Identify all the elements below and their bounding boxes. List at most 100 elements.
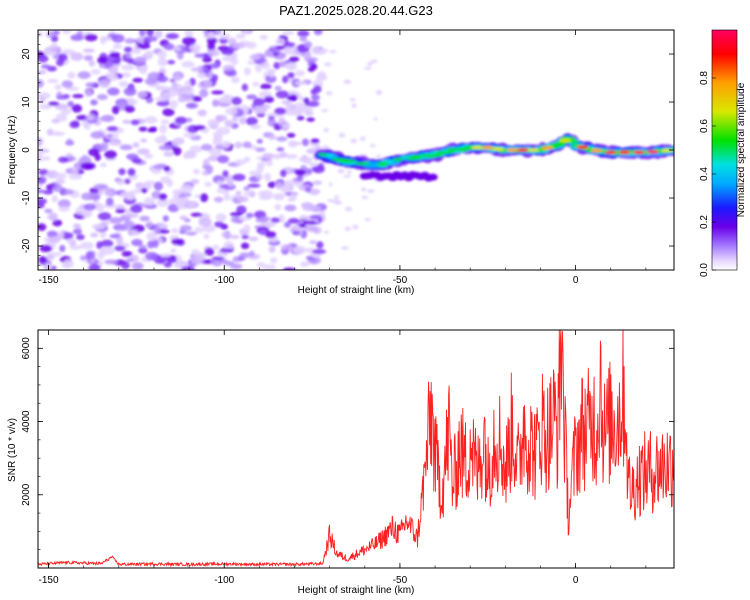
heatmap-cell: [231, 76, 240, 84]
heatmap-cell: [305, 224, 316, 233]
heatmap-cell: [140, 188, 148, 194]
heatmap-cell: [223, 241, 234, 250]
heatmap-cell: [341, 246, 350, 250]
heatmap-cell: [247, 183, 261, 188]
heatmap-cell: [204, 181, 212, 187]
heatmap-cell: [316, 241, 324, 249]
heatmap-cell: [86, 114, 96, 121]
heatmap-cell: [51, 131, 65, 137]
heatmap-cell: [274, 203, 282, 211]
heatmap-cell: [116, 178, 125, 186]
heatmap-cell: [118, 80, 129, 88]
heatmap-cell: [243, 30, 251, 34]
heatmap-noise-region: [38, 30, 383, 270]
heatmap-cell: [367, 61, 373, 67]
heatmap-cell: [139, 30, 146, 37]
heatmap-cell: [527, 148, 540, 152]
heatmap-cell: [289, 141, 303, 146]
heatmap-cell: [232, 173, 246, 182]
heatmap-cell: [75, 207, 83, 215]
heatmap-cell: [185, 231, 197, 236]
heatmap-cell: [283, 46, 291, 55]
heatmap-cell: [318, 210, 326, 216]
heatmap-cell: [100, 142, 109, 152]
heatmap-cell: [144, 116, 158, 124]
heatmap-cell: [68, 173, 83, 180]
heatmap-cell: [167, 60, 176, 65]
heatmap-cell: [88, 264, 101, 270]
heatmap-cell: [541, 146, 554, 150]
heatmap-cell: [212, 99, 219, 107]
heatmap-cell: [194, 227, 204, 234]
snr-x-tick-label: -50: [393, 575, 408, 586]
heatmap-cell: [293, 107, 303, 115]
heatmap-cell: [131, 49, 142, 54]
heatmap-cell: [138, 65, 148, 75]
heatmap-cell: [217, 155, 230, 164]
heatmap-cell: [275, 38, 286, 45]
heatmap-cell: [281, 100, 292, 105]
heatmap-cell: [173, 46, 182, 52]
heatmap-cell: [71, 167, 79, 176]
heatmap-cell: [46, 31, 55, 38]
heatmap-cell: [604, 150, 617, 155]
heatmap-cell: [328, 182, 333, 187]
heatmap-cell: [270, 257, 278, 264]
heatmap-cell: [157, 57, 168, 67]
heatmap-cell: [154, 30, 163, 39]
heatmap-cell: [207, 31, 215, 39]
spectrogram-y-tick-label: 0: [21, 147, 32, 153]
heatmap-cell: [261, 62, 270, 70]
heatmap-cell: [166, 178, 173, 188]
heatmap-cell: [165, 33, 179, 40]
snr-y-tick-label: 6000: [21, 337, 32, 360]
heatmap-cell: [263, 172, 272, 182]
spectrogram-y-tick-label: 10: [21, 96, 32, 108]
heatmap-cell: [47, 101, 60, 106]
heatmap-cell: [334, 195, 340, 199]
heatmap-cell: [109, 217, 123, 224]
heatmap-cell: [216, 180, 224, 185]
heatmap-cell: [143, 35, 158, 42]
colorbar-label: Normalized spectral amplitude: [736, 82, 747, 217]
heatmap-cell: [243, 191, 256, 196]
heatmap-cell: [171, 138, 181, 147]
heatmap-cell: [70, 52, 84, 61]
heatmap-cell: [171, 227, 179, 234]
heatmap-cell: [221, 140, 231, 148]
heatmap-cell: [222, 170, 229, 178]
heatmap-cell: [154, 225, 161, 235]
heatmap-cell: [280, 244, 293, 251]
heatmap-cell: [175, 116, 188, 125]
heatmap-cell: [370, 59, 378, 64]
heatmap-cell: [46, 78, 59, 84]
heatmap-cell: [55, 178, 66, 185]
heatmap-cell: [323, 127, 329, 133]
heatmap-cell: [350, 138, 358, 144]
heatmap-cell: [145, 222, 154, 229]
heatmap-cell: [375, 90, 383, 96]
heatmap-cell: [559, 138, 572, 143]
heatmap-cell: [196, 72, 207, 79]
spectrogram-x-tick-label: 0: [573, 275, 579, 286]
heatmap-cell: [352, 224, 359, 230]
heatmap-cell: [309, 239, 318, 245]
heatmap-cell: [140, 138, 148, 143]
heatmap-cell: [112, 43, 123, 49]
heatmap-cell: [252, 81, 260, 87]
heatmap-cell: [256, 262, 266, 268]
heatmap-cell: [308, 188, 321, 196]
heatmap-cell: [160, 119, 170, 125]
heatmap-cell: [72, 228, 83, 235]
heatmap-cell: [202, 224, 216, 233]
heatmap-cell: [618, 150, 631, 155]
heatmap-cell: [235, 33, 246, 39]
heatmap-cell: [97, 212, 112, 221]
heatmap-cell: [276, 147, 285, 152]
heatmap-cell: [104, 150, 117, 160]
heatmap-cell: [265, 74, 277, 84]
heatmap-cell: [122, 119, 132, 124]
heatmap-cell: [235, 190, 242, 196]
colorbar-tick-label: 0.6: [699, 119, 710, 133]
